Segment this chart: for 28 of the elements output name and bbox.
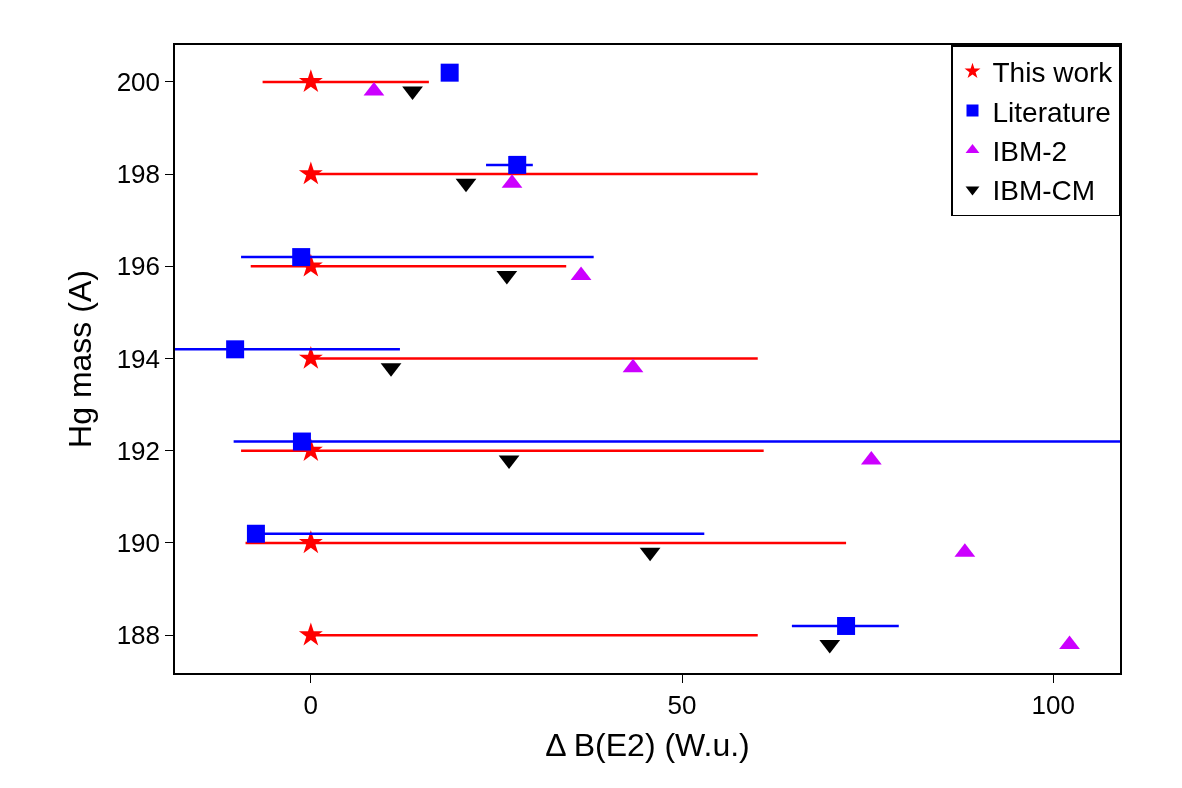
point <box>508 155 527 174</box>
legend-label: IBM-2 <box>992 135 1068 167</box>
point <box>298 622 323 646</box>
point <box>246 524 265 543</box>
y-axis-title: Hg mass (A) <box>62 270 99 448</box>
point <box>298 161 323 185</box>
legend-label: IBM-CM <box>992 175 1096 207</box>
point <box>298 345 323 369</box>
legend-label: This work <box>992 57 1114 89</box>
point <box>292 248 311 267</box>
point <box>440 63 459 82</box>
x-tick-label: 50 <box>667 689 697 720</box>
y-tick-label: 200 <box>116 66 161 97</box>
x-tick-label: 0 <box>303 689 319 720</box>
point <box>298 69 323 93</box>
y-tick-label: 192 <box>116 435 161 466</box>
point <box>226 340 245 359</box>
point <box>292 432 311 451</box>
y-tick-label: 190 <box>116 528 161 559</box>
x-axis-title: Δ B(E2) (W.u.) <box>545 727 750 764</box>
y-tick-label: 198 <box>116 159 161 190</box>
y-tick-label: 196 <box>116 251 161 282</box>
y-tick-label: 194 <box>116 343 161 374</box>
point <box>298 530 323 554</box>
x-tick-label: 100 <box>1031 689 1075 720</box>
y-tick-label: 188 <box>116 620 161 651</box>
point <box>837 616 856 635</box>
legend-label: Literature <box>992 96 1111 128</box>
